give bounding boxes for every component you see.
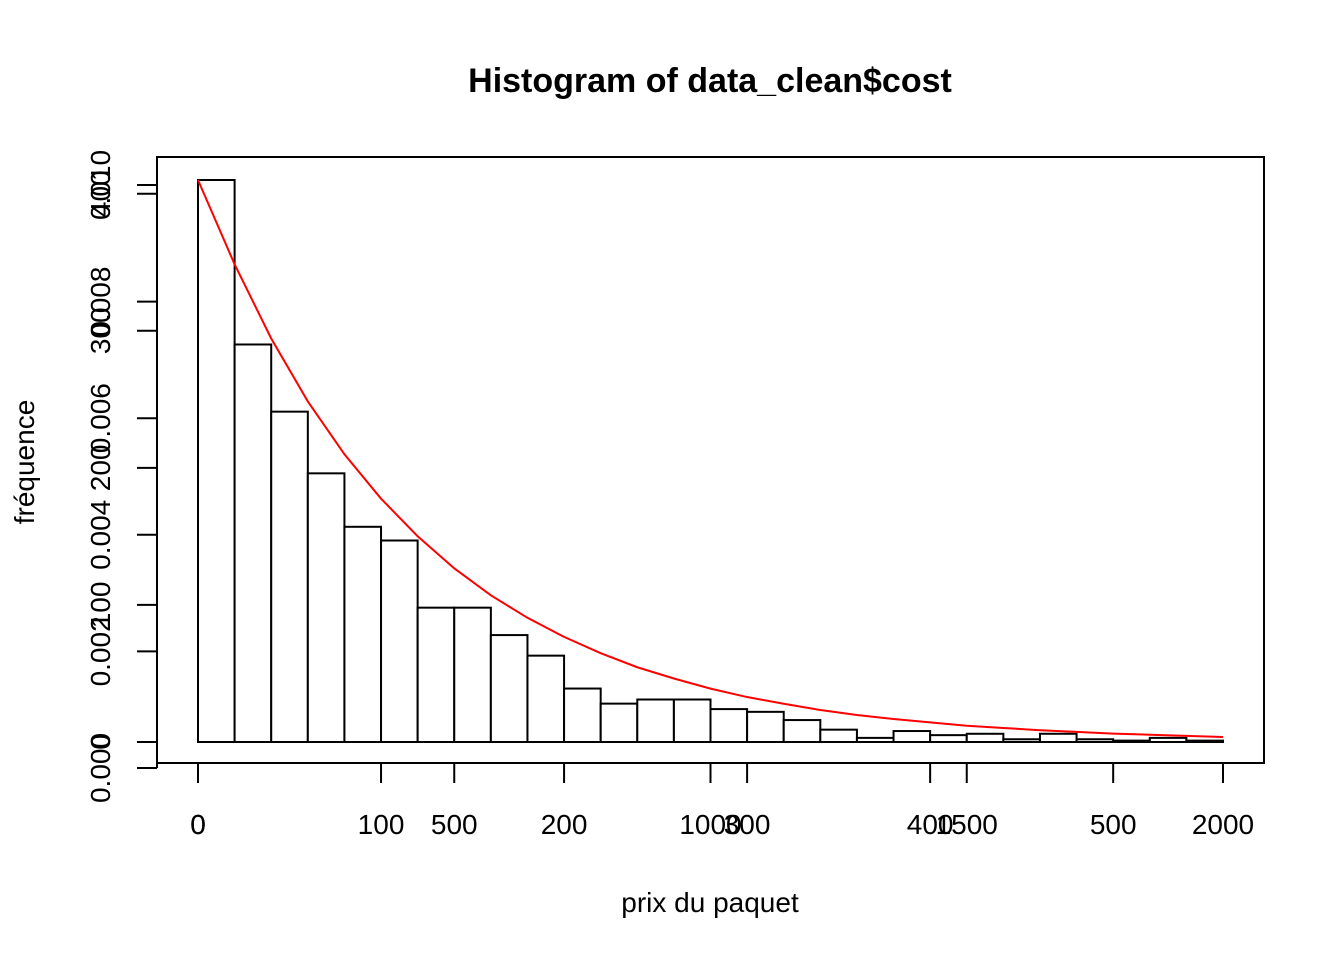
histogram-bar-21 [965,732,1005,744]
histogram-bar-0 [197,179,236,743]
y-tick-label-primary-4: 400 [85,170,116,217]
histogram-bar-11 [599,702,639,743]
x-tick-label-primary-4: 400 [907,809,954,840]
x-tick-label-primary-5: 500 [1090,809,1137,840]
x-tick-label-secondary-2: 1000 [679,809,741,840]
histogram-bar-8 [489,634,529,744]
y-tick-label-secondary-4: 0.008 [85,267,116,337]
histogram-bar-9 [526,654,566,744]
x-axis-label: prix du paquet [621,887,799,918]
histogram-bar-22 [1002,738,1041,744]
histogram-bar-25 [1112,739,1151,744]
y-tick-label-secondary-5: 0.010 [85,150,116,220]
y-tick-label-secondary-2: 0.004 [85,500,116,570]
x-tick-label-primary-1: 100 [358,809,405,840]
histogram-bar-5 [380,539,419,743]
histogram-bar-10 [563,687,602,743]
histogram-bar-1 [233,343,273,743]
histogram-bar-13 [672,698,712,744]
y-tick-label-primary-3: 300 [85,307,116,354]
histogram-bar-2 [270,410,309,743]
y-axis-secondary: 0.000 0.002 0.004 0.006 0.008 0.010 [85,150,158,803]
histogram-bar-3 [306,472,346,743]
x-axis-primary: 0 100 200 300 400 500 [190,762,1137,840]
histogram-bar-26 [1148,736,1188,744]
histogram-bar-12 [636,698,675,744]
histogram-bar-7 [453,606,492,743]
y-axis-label: fréquence [9,400,40,525]
density-curve [197,179,1224,738]
x-tick-label-primary-0: 0 [190,809,206,840]
histogram-bar-17 [819,728,858,743]
histogram-bar-16 [782,719,822,744]
y-tick-label-secondary-3: 0.006 [85,383,116,453]
y-tick-label-primary-2: 200 [85,444,116,491]
histogram-bar-20 [929,734,968,744]
histogram-bar-27 [1185,739,1224,744]
histogram-bar-4 [343,525,383,743]
y-tick-label-secondary-0: 0.000 [85,733,116,803]
y-tick-label-secondary-1: 0.002 [85,616,116,686]
histogram-bar-19 [892,730,932,743]
chart-title: Histogram of data_clean$cost [468,62,952,100]
x-tick-label-secondary-3: 1500 [936,809,998,840]
bars-group [197,179,1224,744]
histogram-bar-23 [1038,732,1078,744]
histogram-bar-6 [416,606,456,743]
histogram-bar-18 [855,736,895,744]
histogram-bar-15 [746,710,785,743]
x-tick-label-primary-2: 200 [541,809,588,840]
x-tick-label-secondary-4: 2000 [1192,809,1254,840]
histogram-bar-24 [1075,738,1115,744]
y-tick-label-primary-0: 0 [85,734,116,750]
x-tick-label-secondary-1: 500 [431,809,478,840]
x-tick-label-secondary-0: 0 [190,809,206,840]
histogram-bar-14 [709,708,749,743]
x-axis-secondary: 0 500 1000 1500 2000 [190,762,1254,840]
y-tick-label-primary-1: 100 [85,582,116,629]
x-tick-label-primary-3: 300 [724,809,771,840]
